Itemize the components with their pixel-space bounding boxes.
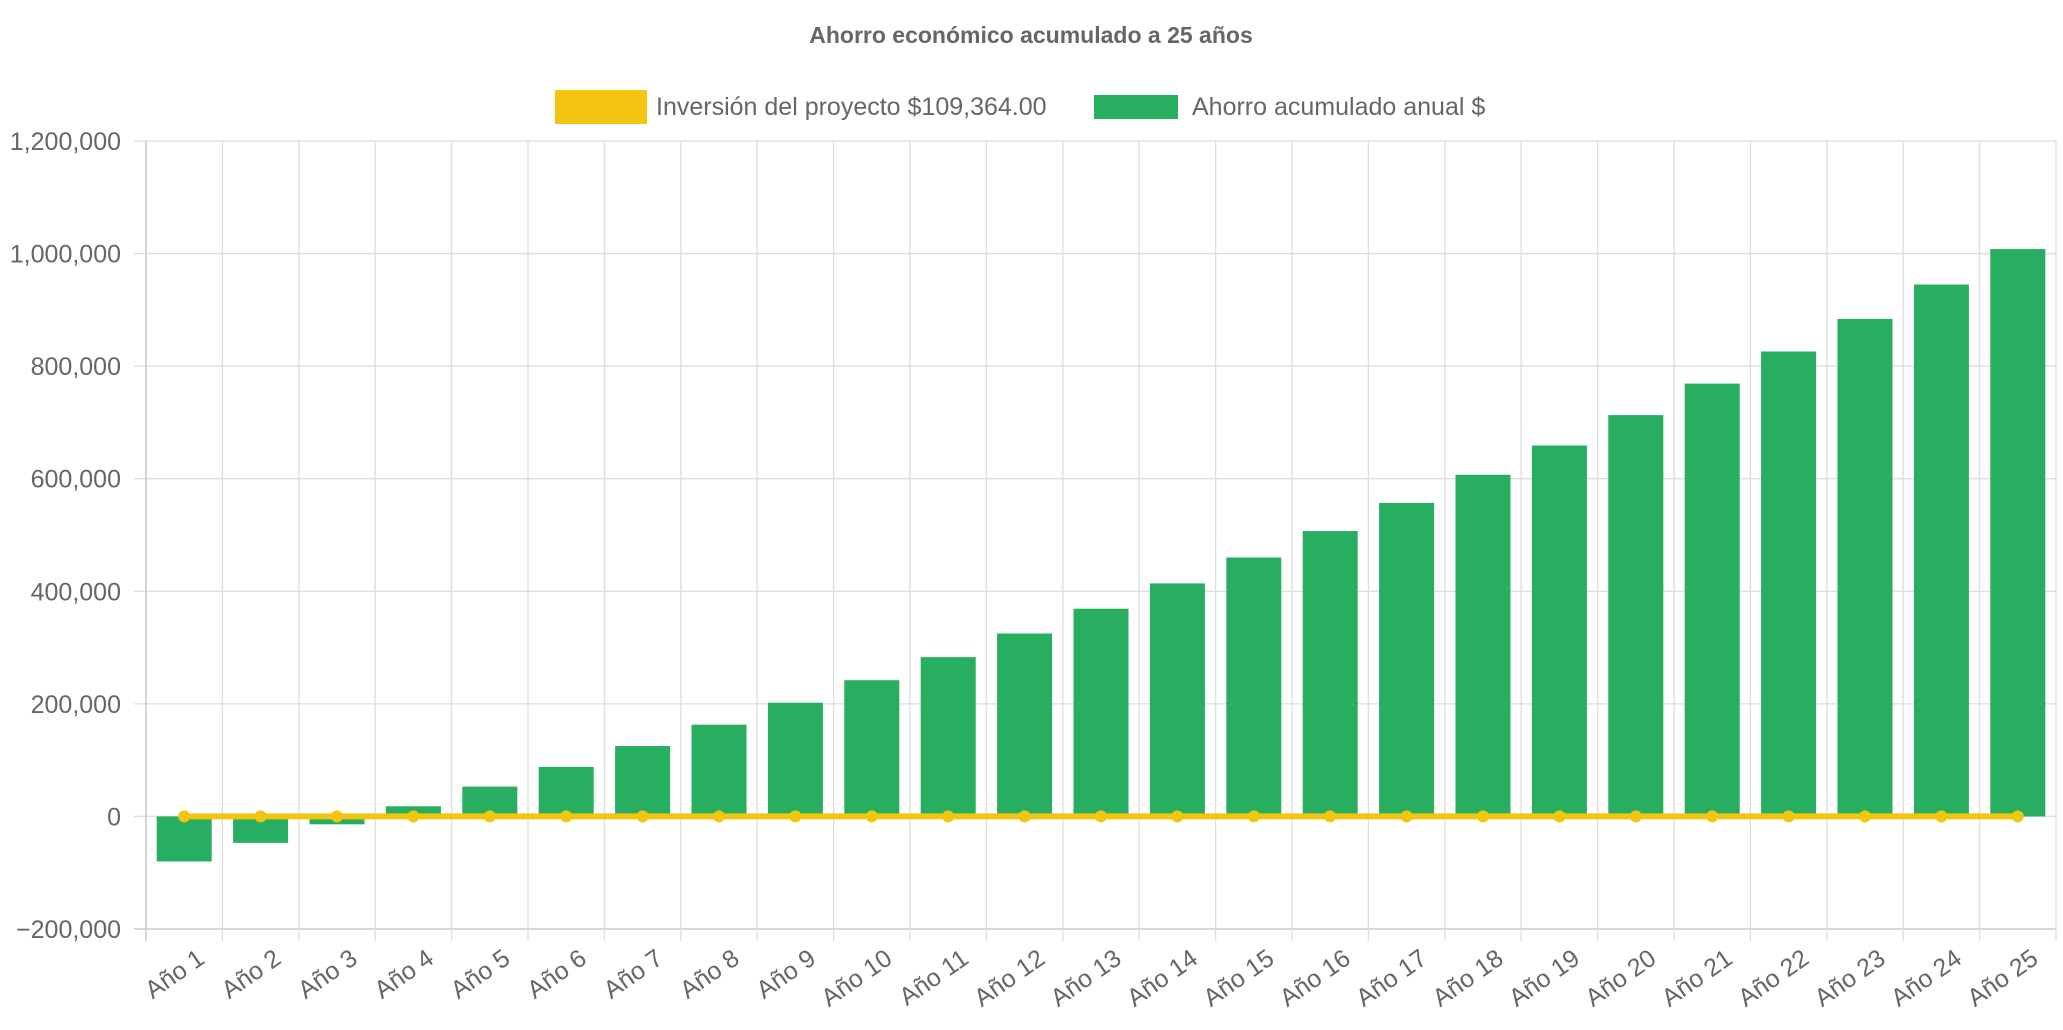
- x-tick-label: Año 21: [1657, 944, 1738, 1012]
- point-inversion: [2011, 810, 2024, 823]
- point-inversion: [331, 810, 343, 823]
- bar-ahorro: [1379, 502, 1435, 817]
- bar-ahorro: [920, 657, 976, 817]
- point-inversion: [1400, 810, 1413, 823]
- legend-swatch-ahorro: [1094, 95, 1178, 119]
- point-inversion: [1859, 810, 1871, 823]
- bar-ahorro: [1990, 249, 2046, 817]
- bar-ahorro: [997, 633, 1053, 817]
- point-inversion: [636, 810, 649, 823]
- point-inversion: [483, 810, 496, 823]
- x-tick-label: Año 3: [293, 944, 363, 1004]
- bar-ahorro: [1226, 557, 1282, 817]
- bar-ahorro: [1073, 608, 1129, 817]
- x-tick-label: Año 5: [446, 944, 516, 1004]
- legend-item-ahorro[interactable]: Ahorro acumulado anual $: [1094, 93, 1485, 121]
- legend-label-inversion: Inversión del proyecto $109,364.00: [656, 93, 1047, 121]
- point-inversion: [865, 810, 878, 823]
- bar-ahorro: [538, 766, 594, 817]
- x-tick-label: Año 22: [1733, 944, 1814, 1012]
- x-tick-label: Año 18: [1427, 944, 1508, 1012]
- x-gridlines: [145, 141, 2057, 941]
- point-inversion: [1477, 810, 1489, 823]
- x-tick-label: Año 11: [894, 944, 973, 1011]
- x-axis-labels: Año 1 Año 2 Año 3 Año 4 Año 5 Año 6 Año 7 Año 8…: [140, 944, 2043, 1012]
- bar-ahorro: [1684, 383, 1740, 817]
- point-inversion: [1706, 810, 1719, 823]
- x-tick-label: Año 16: [1275, 944, 1356, 1012]
- y-tick-label: −200,000: [16, 916, 121, 944]
- legend-swatch-inversion: [555, 90, 647, 124]
- point-inversion: [942, 810, 955, 823]
- bar-ahorro: [1913, 284, 1969, 817]
- point-inversion: [1935, 810, 1948, 823]
- point-inversion: [1171, 810, 1184, 823]
- x-tick-label: Año 8: [675, 944, 745, 1004]
- bar-ahorro: [1302, 531, 1358, 817]
- x-tick-label: Año 23: [1809, 944, 1890, 1012]
- point-inversion: [1324, 810, 1337, 823]
- point-inversion: [407, 810, 420, 823]
- point-inversion: [1247, 810, 1260, 823]
- bar-ahorro: [1531, 445, 1587, 817]
- bar-ahorro: [1608, 415, 1664, 817]
- point-inversion: [1629, 810, 1642, 823]
- point-inversion: [560, 810, 573, 823]
- x-tick-label: Año 7: [598, 944, 668, 1004]
- legend-label-ahorro: Ahorro acumulado anual $: [1192, 93, 1485, 121]
- point-inversion: [1095, 810, 1107, 823]
- bar-ahorro: [767, 702, 823, 817]
- x-tick-label: Año 25: [1962, 944, 2043, 1012]
- point-inversion: [1782, 810, 1795, 823]
- x-tick-label: Año 14: [1122, 944, 1203, 1012]
- point-inversion: [178, 810, 191, 823]
- y-tick-label: 0: [107, 803, 121, 831]
- point-inversion: [254, 810, 267, 823]
- point-inversion: [713, 810, 725, 823]
- bar-ahorro: [844, 680, 900, 817]
- x-tick-label: Año 2: [216, 944, 286, 1004]
- bar-ahorro: [1455, 474, 1511, 817]
- bar-ahorro: [615, 746, 671, 817]
- point-inversion: [1553, 810, 1566, 823]
- y-tick-label: 200,000: [31, 691, 121, 719]
- legend[interactable]: Inversión del proyecto $109,364.00 Ahorr…: [555, 90, 1485, 124]
- x-tick-label: Año 17: [1351, 944, 1432, 1012]
- x-tick-label: Año 4: [369, 944, 439, 1004]
- x-tick-label: Año 6: [522, 944, 592, 1004]
- y-tick-label: 600,000: [31, 466, 121, 494]
- x-tick-label: Año 19: [1504, 944, 1585, 1012]
- bars: [156, 249, 2046, 862]
- bar-ahorro: [1761, 351, 1817, 817]
- point-inversion: [1018, 810, 1031, 823]
- point-inversion: [789, 810, 802, 823]
- y-tick-label: 1,200,000: [10, 128, 121, 156]
- y-tick-label: 800,000: [31, 353, 121, 381]
- x-tick-label: Año 10: [816, 944, 897, 1012]
- y-tick-label: 1,000,000: [10, 241, 121, 269]
- y-axis-labels: −200,000 0 200,000 400,000 600,000 800,000 1,0…: [10, 128, 121, 944]
- y-tick-label: 400,000: [31, 578, 121, 606]
- x-tick-label: Año 13: [1045, 944, 1126, 1012]
- bar-ahorro: [1149, 583, 1205, 817]
- x-tick-label: Año 12: [969, 944, 1050, 1012]
- bar-ahorro: [156, 816, 212, 862]
- x-tick-label: Año 15: [1198, 944, 1279, 1012]
- x-tick-label: Año 24: [1886, 944, 1967, 1012]
- x-tick-label: Año 9: [751, 944, 821, 1004]
- chart-title: Ahorro económico acumulado a 25 años: [809, 22, 1253, 48]
- legend-item-inversion[interactable]: Inversión del proyecto $109,364.00: [555, 90, 1047, 124]
- bar-ahorro: [1837, 318, 1893, 817]
- line-series: [178, 810, 2024, 823]
- bar-ahorro: [691, 724, 747, 817]
- x-tick-label: Año 1: [140, 944, 210, 1004]
- x-tick-label: Año 20: [1580, 944, 1661, 1012]
